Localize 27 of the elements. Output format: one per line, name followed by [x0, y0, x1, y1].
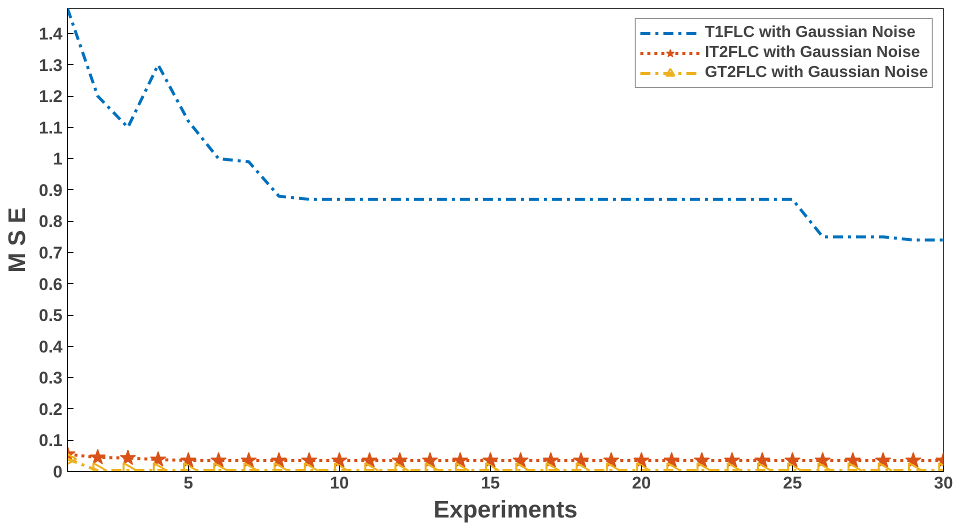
legend-label: IT2FLC with Gaussian Noise — [704, 44, 920, 62]
x-tick-label: 10 — [330, 474, 349, 492]
y-tick-label: 0 — [53, 462, 63, 482]
x-tick-label: 20 — [632, 474, 651, 492]
y-tick-label: 0.7 — [38, 244, 63, 263]
y-tick-label: 0.5 — [38, 306, 63, 326]
y-tick-label: 0.4 — [38, 337, 64, 356]
y-tick-label: 0.9 — [38, 180, 63, 200]
y-tick-label: 1.3 — [38, 56, 63, 75]
y-tick-label: 0.1 — [38, 431, 63, 450]
line-series — [68, 8, 944, 242]
y-tick-label: 0.8 — [38, 212, 63, 232]
y-tick-label: 0.2 — [38, 400, 63, 419]
y-tick-label: 1 — [53, 150, 63, 169]
y-axis-title: M S E — [4, 207, 31, 273]
legend-label: T1FLC with Gaussian Noise — [704, 24, 916, 42]
y-tick-label: 1.1 — [38, 118, 63, 138]
y-tick-label: 1.4 — [38, 24, 64, 44]
x-axis-title: Experiments — [433, 496, 578, 524]
x-tick-label: 30 — [934, 474, 953, 492]
x-tick-label: 25 — [783, 474, 802, 492]
x-tick-label: 5 — [184, 474, 194, 492]
y-tick-label: 1.2 — [38, 87, 63, 106]
legend-label: GT2FLC with Gaussian Noise — [704, 64, 928, 82]
x-tick-label: 15 — [480, 474, 500, 492]
y-tick-label: 0.3 — [38, 368, 63, 388]
y-tick-label: 0.6 — [38, 274, 63, 294]
